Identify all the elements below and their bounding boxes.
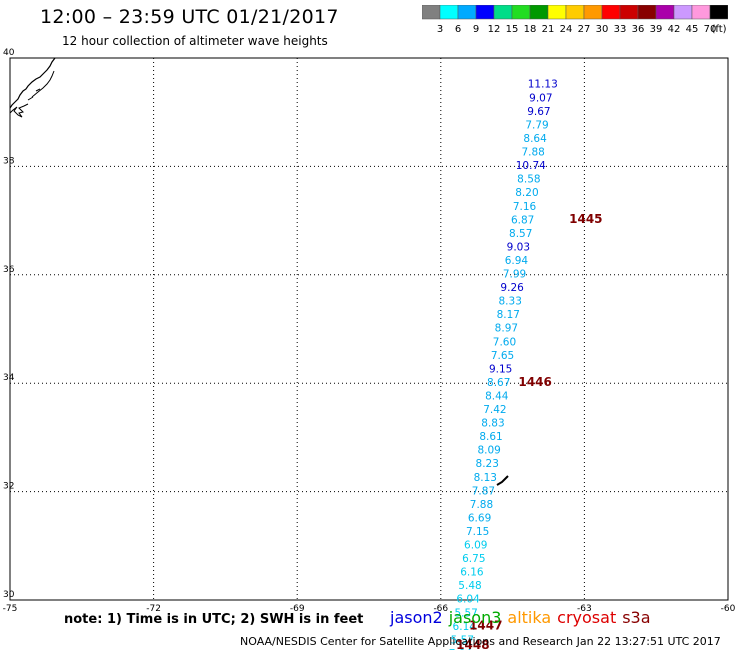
swh-value-label: 8.17 xyxy=(497,309,520,321)
longitude-tick-label: -72 xyxy=(146,604,161,614)
colorbar-label: 70 xyxy=(704,24,717,35)
latitude-tick-label: 38 xyxy=(3,156,15,166)
pass-time-label: 1448 xyxy=(456,638,489,650)
axis-tick-labels: -75 -72 -69 -66 -63 -60 40 38 36 34 32 30 xyxy=(3,48,736,614)
mission-legend-altika: altika xyxy=(507,608,552,627)
colorbar-label: 42 xyxy=(668,24,681,35)
longitude-tick-label: -75 xyxy=(3,604,18,614)
swh-value-label: 8.58 xyxy=(517,174,540,186)
swh-value-label: 8.57 xyxy=(509,228,532,240)
mission-legend-cryosat: cryosat xyxy=(557,608,617,627)
pass-time-label: 1445 xyxy=(569,212,602,226)
swh-value-label: 6.69 xyxy=(468,512,491,524)
swh-value-label: 11.13 xyxy=(528,78,558,90)
swh-value-label: 7.15 xyxy=(466,526,489,538)
swh-value-label: 8.23 xyxy=(476,458,499,470)
swh-value-label: 8.64 xyxy=(523,133,547,145)
swh-value-label: 7.88 xyxy=(470,499,493,511)
swh-value-label: 8.67 xyxy=(487,377,510,389)
colorbar-label: 27 xyxy=(578,24,591,35)
colorbar-label: 18 xyxy=(524,24,537,35)
colorbar-label: (ft) xyxy=(711,24,726,35)
units-note: note: 1) Time is in UTC; 2) SWH is in fe… xyxy=(64,612,364,627)
swh-value-label: 8.61 xyxy=(479,431,502,443)
coastline xyxy=(9,57,56,109)
latitude-tick-label: 40 xyxy=(3,48,15,58)
swh-value-label: 6.94 xyxy=(505,255,529,267)
swh-value-label: 5.57 xyxy=(454,607,477,619)
swh-value-label: 8.20 xyxy=(515,187,538,199)
swh-value-label: 6.14 xyxy=(453,621,477,633)
colorbar-label: 30 xyxy=(596,24,609,35)
pass-time-label: 1447 xyxy=(469,618,502,632)
swh-value-label: 6.16 xyxy=(460,567,484,579)
wave-height-colorbar: 3 6 9 12 15 18 21 24 27 30 33 36 39 42 45 70(ft) xyxy=(422,5,728,35)
colorbar-label: 15 xyxy=(506,24,519,35)
map-frame xyxy=(9,57,729,601)
swh-value-label: 9.07 xyxy=(529,92,552,104)
swh-value-label: 7.60 xyxy=(493,336,516,348)
swh-value-label: 9.67 xyxy=(527,106,550,118)
longitude-tick-label: -66 xyxy=(433,604,448,614)
swh-value-label: 9.15 xyxy=(489,363,512,375)
latitude-tick-label: 30 xyxy=(3,590,15,600)
swh-value-label: 6.04 xyxy=(456,594,480,606)
colorbar-label: 24 xyxy=(560,24,573,35)
swh-value-label: 6.09 xyxy=(464,540,487,552)
latitude-tick-label: 32 xyxy=(3,482,14,492)
latitude-tick-label: 34 xyxy=(3,373,15,383)
swh-value-label: 7.04 xyxy=(449,648,473,650)
pass-time-label: 1446 xyxy=(518,375,551,389)
swh-value-label: 6.75 xyxy=(462,553,485,565)
longitude-tick-label: -69 xyxy=(290,604,305,614)
mission-legend-s3a: s3a xyxy=(622,608,651,627)
swh-value-label: 5.57 xyxy=(451,634,474,646)
latitude-tick-label: 36 xyxy=(3,265,15,275)
colorbar-label: 12 xyxy=(488,24,501,35)
swh-value-label: 5.48 xyxy=(458,580,481,592)
colorbar-swatch xyxy=(709,5,728,20)
swh-value-label: 9.26 xyxy=(500,282,524,294)
mission-legend-jason2: jason2 xyxy=(390,608,443,627)
swh-value-label: 6.87 xyxy=(511,214,534,226)
swh-value-label: 7.16 xyxy=(513,201,537,213)
swh-value-label: 7.99 xyxy=(503,269,526,281)
page-title: 12:00 – 23:59 UTC 01/21/2017 xyxy=(40,6,339,28)
swh-value-label: 7.87 xyxy=(472,485,495,497)
longitude-tick-label: -63 xyxy=(577,604,592,614)
colorbar-label: 36 xyxy=(632,24,645,35)
swh-value-label: 7.65 xyxy=(491,350,514,362)
swh-value-label: 8.09 xyxy=(477,445,500,457)
colorbar-label: 6 xyxy=(455,24,461,35)
swh-value-label: 8.97 xyxy=(495,323,518,335)
colorbar-label: 21 xyxy=(542,24,555,35)
colorbar-label: 33 xyxy=(614,24,627,35)
swh-value-label: 7.88 xyxy=(521,147,544,159)
swh-value-label: 10.74 xyxy=(516,160,546,172)
grid-lines xyxy=(10,58,728,600)
colorbar-label: 3 xyxy=(437,24,443,35)
coastline-islands xyxy=(27,70,55,101)
colorbar-label: 39 xyxy=(650,24,663,35)
swh-value-label: 8.13 xyxy=(474,472,497,484)
bermuda-island xyxy=(496,475,509,486)
swh-value-label: 8.44 xyxy=(485,390,509,402)
colorbar-label: 45 xyxy=(686,24,699,35)
cryosat-track: 11.139.079.677.798.647.8810.748.588.207.… xyxy=(449,78,603,650)
longitude-tick-label: -60 xyxy=(721,604,736,614)
page-subtitle: 12 hour collection of altimeter wave hei… xyxy=(62,34,328,48)
coastline-sound xyxy=(9,103,29,118)
colorbar-label: 9 xyxy=(473,24,479,35)
mission-legend-jason3: jason3 xyxy=(448,608,502,627)
swh-value-label: 8.33 xyxy=(499,296,522,308)
swh-value-label: 7.79 xyxy=(525,119,548,131)
swh-value-label: 7.42 xyxy=(483,404,506,416)
swh-value-label: 8.83 xyxy=(481,418,504,430)
mission-legend: jason2 jason3 altika cryosat s3a xyxy=(390,608,657,627)
credit-line: NOAA/NESDIS Center for Satellite Applica… xyxy=(240,635,721,648)
swh-value-label: 9.03 xyxy=(507,241,530,253)
